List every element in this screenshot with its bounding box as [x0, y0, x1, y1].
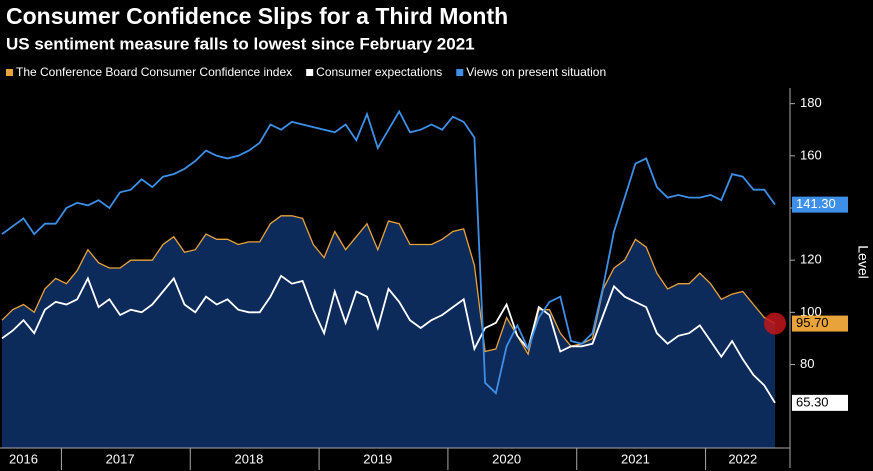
- chart-subtitle: US sentiment measure falls to lowest sin…: [6, 34, 475, 53]
- legend-swatch: [456, 69, 464, 76]
- legend-label: Consumer expectations: [316, 65, 442, 79]
- x-tick-label: 2019: [363, 451, 392, 466]
- highlight-marker: [764, 312, 786, 335]
- y-tick-label: 160: [800, 147, 822, 162]
- line: [1, 109, 776, 395]
- value-label: 65.30: [796, 394, 829, 409]
- y-tick-label: 180: [800, 95, 822, 110]
- value-label: 95.70: [796, 315, 829, 330]
- value-label: 141.30: [796, 196, 836, 211]
- line: [1, 215, 776, 356]
- y-axis-label: Level: [855, 245, 871, 278]
- y-tick-label: 120: [800, 252, 822, 267]
- y-tick-label: 80: [800, 356, 814, 371]
- line: [1, 274, 776, 404]
- legend-swatch: [6, 69, 13, 76]
- x-tick-label: 2022: [728, 451, 757, 466]
- chart-title: Consumer Confidence Slips for a Third Mo…: [6, 3, 508, 29]
- x-tick-label: 2017: [106, 451, 135, 466]
- x-tick-label: 2021: [621, 451, 650, 466]
- x-tick-label: 2016: [9, 451, 38, 466]
- y-tick-label: 100: [800, 304, 822, 319]
- value-label-box: [792, 315, 848, 332]
- legend-label: The Conference Board Consumer Confidence…: [16, 65, 292, 79]
- x-tick-label: 2018: [234, 451, 263, 466]
- area: [2, 215, 775, 448]
- value-label-box: [792, 196, 848, 213]
- legend-swatch: [306, 69, 314, 76]
- value-label-box: [792, 394, 848, 411]
- legend-label: Views on present situation: [466, 65, 606, 79]
- x-tick-label: 2020: [492, 451, 521, 466]
